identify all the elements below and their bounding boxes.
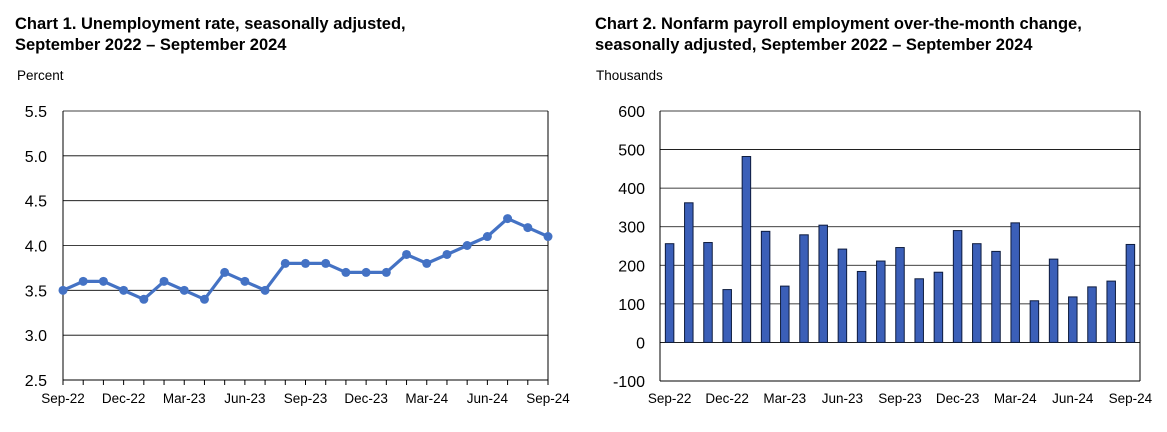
chart2-bar [933,271,944,343]
chart1-data-point [119,285,129,295]
chart2-x-tick-label: Sep-23 [878,391,922,406]
chart1-title-line1: Chart 1. Unemployment rate, seasonally a… [15,15,406,33]
chart1-data-point [341,267,351,277]
chart2-bar [780,285,790,343]
chart1-x-tick-label: Jun-24 [467,391,509,406]
chart2-bar [1048,258,1059,343]
chart2-bar [741,156,752,343]
chart1-x-tick-label: Sep-22 [41,391,85,406]
chart1-data-point [523,223,533,233]
chart1-x-tick-label: Dec-22 [102,391,146,406]
chart2-unit-label: Thousands [596,68,663,83]
chart2-bar [837,248,848,343]
chart2-title-line2: seasonally adjusted, September 2022 – Se… [595,36,1033,54]
chart2-y-tick-label: 200 [618,258,645,275]
chart2-bar [876,260,886,343]
chart1-unit-label: Percent [17,68,64,83]
chart1-x-tick-label: Sep-23 [284,391,328,406]
chart1-x-tick-label: Mar-24 [405,391,448,406]
chart1-title: Chart 1. Unemployment rate, seasonally a… [15,14,406,56]
chart2-bar [895,247,905,343]
chart1-title-line2: September 2022 – September 2024 [15,36,287,54]
chart1-data-point [159,276,169,286]
chart2-bar [991,250,1001,343]
chart2-bar [972,243,982,343]
chart1-x-tick-label: Mar-23 [163,391,206,406]
chart2-x-tick-label: Jun-24 [1052,391,1094,406]
chart2-y-tick-label: 0 [636,335,645,352]
chart1-x-tick-label: Sep-24 [526,391,570,406]
chart2-bar [1010,222,1020,343]
chart1-data-point [260,285,270,295]
chart2-bar [799,234,809,343]
chart1-data-point [199,294,209,304]
chart2-x-tick-label: Jun-23 [822,391,863,406]
chart2-bar [1068,296,1078,343]
chart1-data-point [220,267,230,277]
chart1-data-point [381,267,391,277]
chart2-y-tick-label: 100 [618,297,645,314]
chart1-data-point [321,258,331,268]
chart2-x-tick-label: Dec-22 [705,391,749,406]
chart2-bar [703,242,713,343]
chart2-y-tick-label: 600 [618,104,645,121]
chart2-title: Chart 2. Nonfarm payroll employment over… [595,14,1082,56]
chart1-data-point [462,241,472,250]
chart2-bar [1029,300,1040,343]
chart1-y-tick-label: 4.5 [25,194,47,211]
chart2-y-tick-label: -100 [613,374,645,391]
chart1-y-tick-label: 4.0 [25,239,47,256]
chart2-bar [952,230,963,343]
chart2-y-tick-label: 400 [618,181,645,198]
chart1-data-point [139,294,149,304]
chart1-x-tick-label: Jun-23 [224,391,265,406]
chart1-data-point [58,285,68,295]
chart1-data-point [503,214,513,224]
chart1-data-point [442,249,452,259]
chart1-data-point [402,249,412,259]
chart1-y-tick-label: 5.0 [25,149,47,166]
chart2-bar [722,289,732,343]
chart2-bar [760,230,771,343]
chart2-x-tick-label: Dec-23 [936,391,980,406]
chart1-data-point [280,258,290,268]
chart1-data-point [78,276,88,286]
chart1-y-tick-label: 5.5 [25,104,47,121]
chart1-y-tick-label: 3.5 [25,283,47,300]
chart2-bar [818,224,828,343]
chart2-bar [684,202,694,343]
chart2-bar [914,278,924,343]
chart1-x-tick-label: Dec-23 [344,391,388,406]
chart1-data-point [543,232,553,242]
chart1-y-tick-label: 2.5 [25,373,47,390]
chart1-y-tick-label: 3.0 [25,328,47,345]
chart2-bar [664,243,675,343]
chart1-data-point [482,232,492,242]
chart1-data-point [179,285,189,295]
chart1-data-point [361,267,371,277]
chart2-bar [1125,243,1136,343]
chart2-y-tick-label: 500 [618,143,645,160]
chart1-data-point [98,276,108,286]
chart2-x-tick-label: Sep-22 [648,391,692,406]
chart2-bar [1087,286,1097,343]
chart1-data-point [301,258,310,268]
chart2-bar [1106,280,1116,343]
chart1-data-point [422,258,432,268]
chart1-data-point [240,276,250,286]
chart2-bar [856,270,867,343]
chart2-y-tick-label: 300 [618,220,645,237]
chart2-x-tick-label: Mar-23 [763,391,806,406]
chart2-x-tick-label: Mar-24 [994,391,1037,406]
chart2-x-tick-label: Sep-24 [1109,391,1153,406]
chart2-title-line1: Chart 2. Nonfarm payroll employment over… [595,15,1082,33]
